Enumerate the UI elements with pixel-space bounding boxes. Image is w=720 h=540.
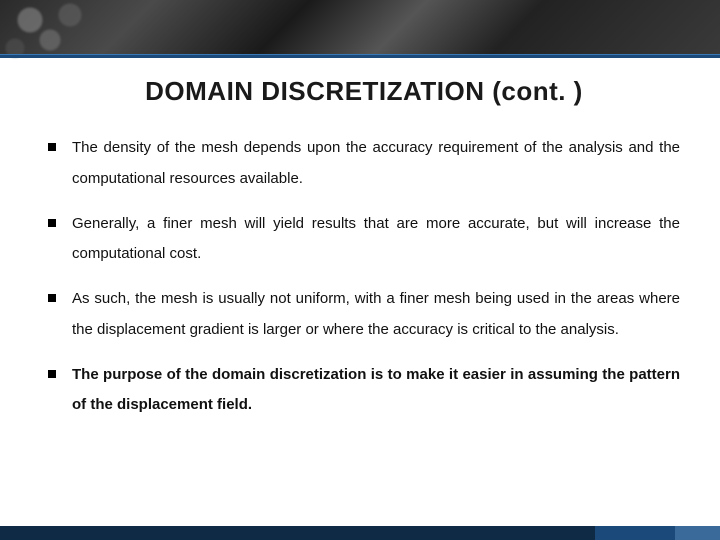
list-item: As such, the mesh is usually not uniform… [48, 284, 680, 346]
slide-content: DOMAIN DISCRETIZATION (cont. ) The densi… [0, 58, 720, 445]
header-accent-line [0, 54, 720, 58]
footer-segment-2 [675, 526, 720, 540]
footer-bar [0, 526, 720, 540]
slide-title: DOMAIN DISCRETIZATION (cont. ) [48, 76, 680, 107]
list-item: The density of the mesh depends upon the… [48, 133, 680, 195]
list-item: Generally, a finer mesh will yield resul… [48, 209, 680, 271]
list-item: The purpose of the domain discretization… [48, 360, 680, 422]
header-banner [0, 0, 720, 58]
bullet-list: The density of the mesh depends upon the… [48, 133, 680, 421]
footer-segment-1 [595, 526, 675, 540]
